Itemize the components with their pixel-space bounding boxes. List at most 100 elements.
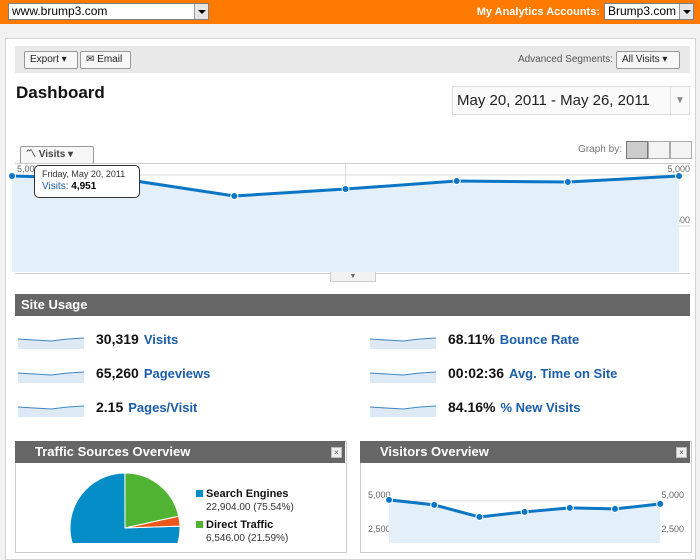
date-range[interactable]: May 20, 2011 - May 26, 2011 ▼	[452, 86, 690, 115]
metric-value: 68.11%	[448, 331, 495, 347]
metric-value: 30,319	[96, 331, 139, 347]
email-label: Email	[97, 54, 123, 65]
page-title: Dashboard	[16, 83, 105, 102]
point	[656, 499, 665, 508]
point	[611, 504, 619, 513]
close-button[interactable]: ×	[331, 447, 342, 458]
close-button[interactable]: ×	[676, 447, 687, 458]
segment-button[interactable]: All Visits ▾	[616, 51, 680, 69]
chart-toggle[interactable]: ▼	[330, 272, 376, 282]
metric-label[interactable]: % New Visits	[500, 400, 581, 415]
area	[389, 499, 661, 543]
sparkline	[18, 405, 84, 417]
site-usage-header: Site Usage	[15, 294, 690, 316]
point	[675, 172, 684, 181]
y-tick-label: 5,000	[368, 490, 391, 500]
point	[341, 185, 350, 194]
traffic-header: Traffic Sources Overview	[15, 441, 345, 463]
graph-by-week[interactable]	[648, 141, 670, 159]
account-select[interactable]: Brump3.com	[604, 3, 694, 20]
metric-name: Visits	[38, 149, 66, 160]
pie-slice	[124, 515, 181, 529]
point	[230, 192, 239, 201]
pie-slice	[124, 472, 180, 529]
point	[430, 500, 439, 509]
export-label: Export	[30, 54, 59, 65]
metric: 2.15 Pages/Visit	[96, 399, 197, 415]
traffic-pie: Search Engines 22,904.00 (75.54%) Direct T…	[69, 472, 294, 543]
pie-slice	[69, 472, 181, 543]
point	[475, 512, 484, 521]
sparkline-line	[370, 337, 436, 342]
graph-by-day[interactable]	[626, 141, 648, 159]
sparkline-area	[18, 406, 84, 417]
metric: 65,260 Pageviews	[96, 365, 210, 381]
y-tick-label: 2,500	[661, 524, 684, 534]
legend-swatch	[196, 521, 203, 528]
sparkline-area	[18, 338, 84, 349]
tooltip-date: Friday, May 20, 2011	[42, 169, 126, 179]
metric: 68.11% Bounce Rate	[448, 331, 579, 347]
sparkline-area	[370, 372, 436, 383]
tooltip-label: Visits:	[42, 181, 69, 192]
metric: 84.16% % New Visits	[448, 399, 580, 415]
metric: 30,319 Visits	[96, 331, 178, 347]
point	[563, 178, 572, 187]
segments-label: Advanced Segments:	[517, 54, 613, 65]
tooltip-value: Visits: 4,951	[42, 181, 96, 192]
legend-value: 22,904.00 (75.54%)	[206, 502, 294, 513]
email-button[interactable]: ✉ Email	[80, 51, 131, 69]
metric: 00:02:36 Avg. Time on Site	[448, 365, 617, 381]
sparkline-line	[18, 371, 84, 376]
account-name: Brump3.com	[608, 4, 677, 18]
sparkline-area	[370, 406, 436, 417]
site-select[interactable]: www.brump3.com	[8, 3, 209, 20]
visitors-header: Visitors Overview	[360, 441, 690, 463]
sparkline-line	[370, 371, 436, 376]
export-button[interactable]: Export ▾	[24, 51, 78, 69]
point	[565, 503, 574, 512]
date-arrow: ▼	[670, 87, 689, 114]
sparkline	[370, 371, 436, 383]
dropdown-arrow	[194, 4, 208, 19]
metric-value: 84.16%	[448, 399, 496, 415]
tooltip-number: 4,951	[71, 181, 97, 192]
y-tick-label: 5,000	[661, 490, 684, 500]
visitors-chart: 2,500 2,500 5,000 5,000	[368, 490, 684, 543]
legend-value: 6,546.00 (21.59%)	[206, 533, 288, 543]
sparkline-line	[18, 337, 84, 342]
graph-by-month[interactable]	[670, 141, 692, 159]
sparkline-area	[370, 338, 436, 349]
segment-label: All Visits	[622, 54, 660, 65]
sparkline	[370, 337, 436, 349]
area	[12, 176, 680, 272]
metric-label[interactable]: Pages/Visit	[128, 400, 198, 415]
dropdown-arrow	[679, 4, 693, 19]
site-name: www.brump3.com	[12, 4, 108, 18]
y-tick-label: 5,000	[667, 164, 690, 174]
point	[452, 177, 461, 186]
legend-swatch	[196, 490, 203, 497]
metric-label[interactable]: Visits	[143, 332, 179, 347]
metric-value: 00:02:36	[448, 365, 505, 381]
sparkline	[18, 371, 84, 383]
metric-label[interactable]: Avg. Time on Site	[509, 366, 618, 381]
accounts-label: My Analytics Accounts:	[476, 6, 600, 18]
metric-value: 65,260	[96, 365, 139, 381]
sparkline-line	[18, 405, 84, 410]
y-tick-label: 5,000	[17, 164, 40, 174]
sparkline	[18, 337, 84, 349]
metric-value: 2.15	[96, 399, 124, 415]
y-tick-label: 2,500	[368, 524, 391, 534]
point	[8, 172, 16, 181]
tooltip: Friday, May 20, 2011 Visits: 4,951	[34, 165, 140, 198]
date-range-text: May 20, 2011 - May 26, 2011	[457, 92, 650, 109]
metric-label[interactable]: Bounce Rate	[499, 332, 580, 347]
toolbar: Export ▾ ✉ Email Advanced Segments: All …	[15, 46, 690, 73]
metric-label[interactable]: Pageviews	[143, 366, 211, 381]
legend-label: Direct Traffic	[206, 519, 273, 531]
sparkline-line	[370, 405, 436, 410]
legend-label: Search Engines	[206, 488, 289, 500]
graph-by-label: Graph by:	[578, 144, 622, 155]
